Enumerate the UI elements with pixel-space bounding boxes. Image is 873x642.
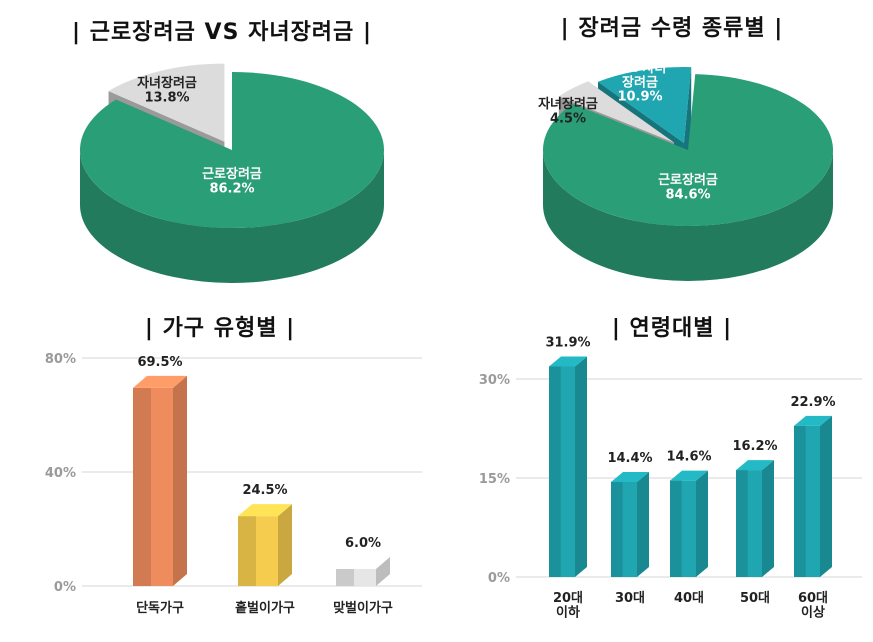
xtick-2-0: 단독가구 xyxy=(136,600,184,616)
ytick-2-1: 40% xyxy=(45,466,76,481)
pie-label-1-2: 근로·자녀 장려금 10.9% xyxy=(614,60,667,105)
ytick-2-2: 80% xyxy=(45,352,76,367)
chart-title-by-age: | 연령대별 | xyxy=(611,316,733,341)
xtick-3-1: 30대 xyxy=(615,591,645,606)
bar-3-0 xyxy=(549,356,587,577)
xtick-3-2: 40대 xyxy=(674,591,704,606)
pie-label-0-0: 근로장려금 86.2% xyxy=(202,166,262,196)
bar-2-1 xyxy=(238,504,292,586)
ytick-3-2: 30% xyxy=(479,373,510,388)
chart-title-by-type: | 장려금 수령 종류별 | xyxy=(560,16,784,41)
bar-value-2-2: 6.0% xyxy=(345,536,381,551)
pie-slice-1-0 xyxy=(543,74,834,281)
bar-value-2-0: 69.5% xyxy=(137,355,182,370)
xtick-3-4: 60대 이상 xyxy=(798,591,828,620)
bar-value-3-4: 22.9% xyxy=(790,395,835,410)
xtick-3-3: 50대 xyxy=(740,591,770,606)
bar-2-0 xyxy=(133,375,187,586)
ytick-3-1: 15% xyxy=(479,472,510,487)
pie-label-0-1: 자녀장려금 13.8% xyxy=(137,75,197,105)
bar-value-3-2: 14.6% xyxy=(666,450,711,465)
bar-value-3-0: 31.9% xyxy=(545,335,590,350)
chart-title-work-vs-child: | 근로장려금 VS 자녀장려금 | xyxy=(72,20,372,45)
ytick-2-0: 0% xyxy=(54,580,76,595)
bar-value-2-1: 24.5% xyxy=(242,483,287,498)
bar-3-4 xyxy=(794,415,832,577)
bar-3-1 xyxy=(611,471,649,577)
bar-3-2 xyxy=(670,470,708,577)
xtick-3-0: 20대 이하 xyxy=(553,591,583,620)
pie-label-1-1: 자녀장려금 4.5% xyxy=(538,96,598,126)
xtick-2-1: 홑벌이가구 xyxy=(235,600,295,616)
bar-2-2 xyxy=(336,556,390,586)
bar-value-3-3: 16.2% xyxy=(732,439,777,454)
ytick-3-0: 0% xyxy=(488,571,510,586)
xtick-2-2: 맞벌이가구 xyxy=(333,600,393,616)
bar-value-3-1: 14.4% xyxy=(607,451,652,466)
pie-slice-0-0 xyxy=(80,72,384,283)
pie-label-1-0: 근로장려금 84.6% xyxy=(658,172,718,202)
bar-3-3 xyxy=(736,460,774,577)
chart-title-by-household: | 가구 유형별 | xyxy=(144,316,296,341)
